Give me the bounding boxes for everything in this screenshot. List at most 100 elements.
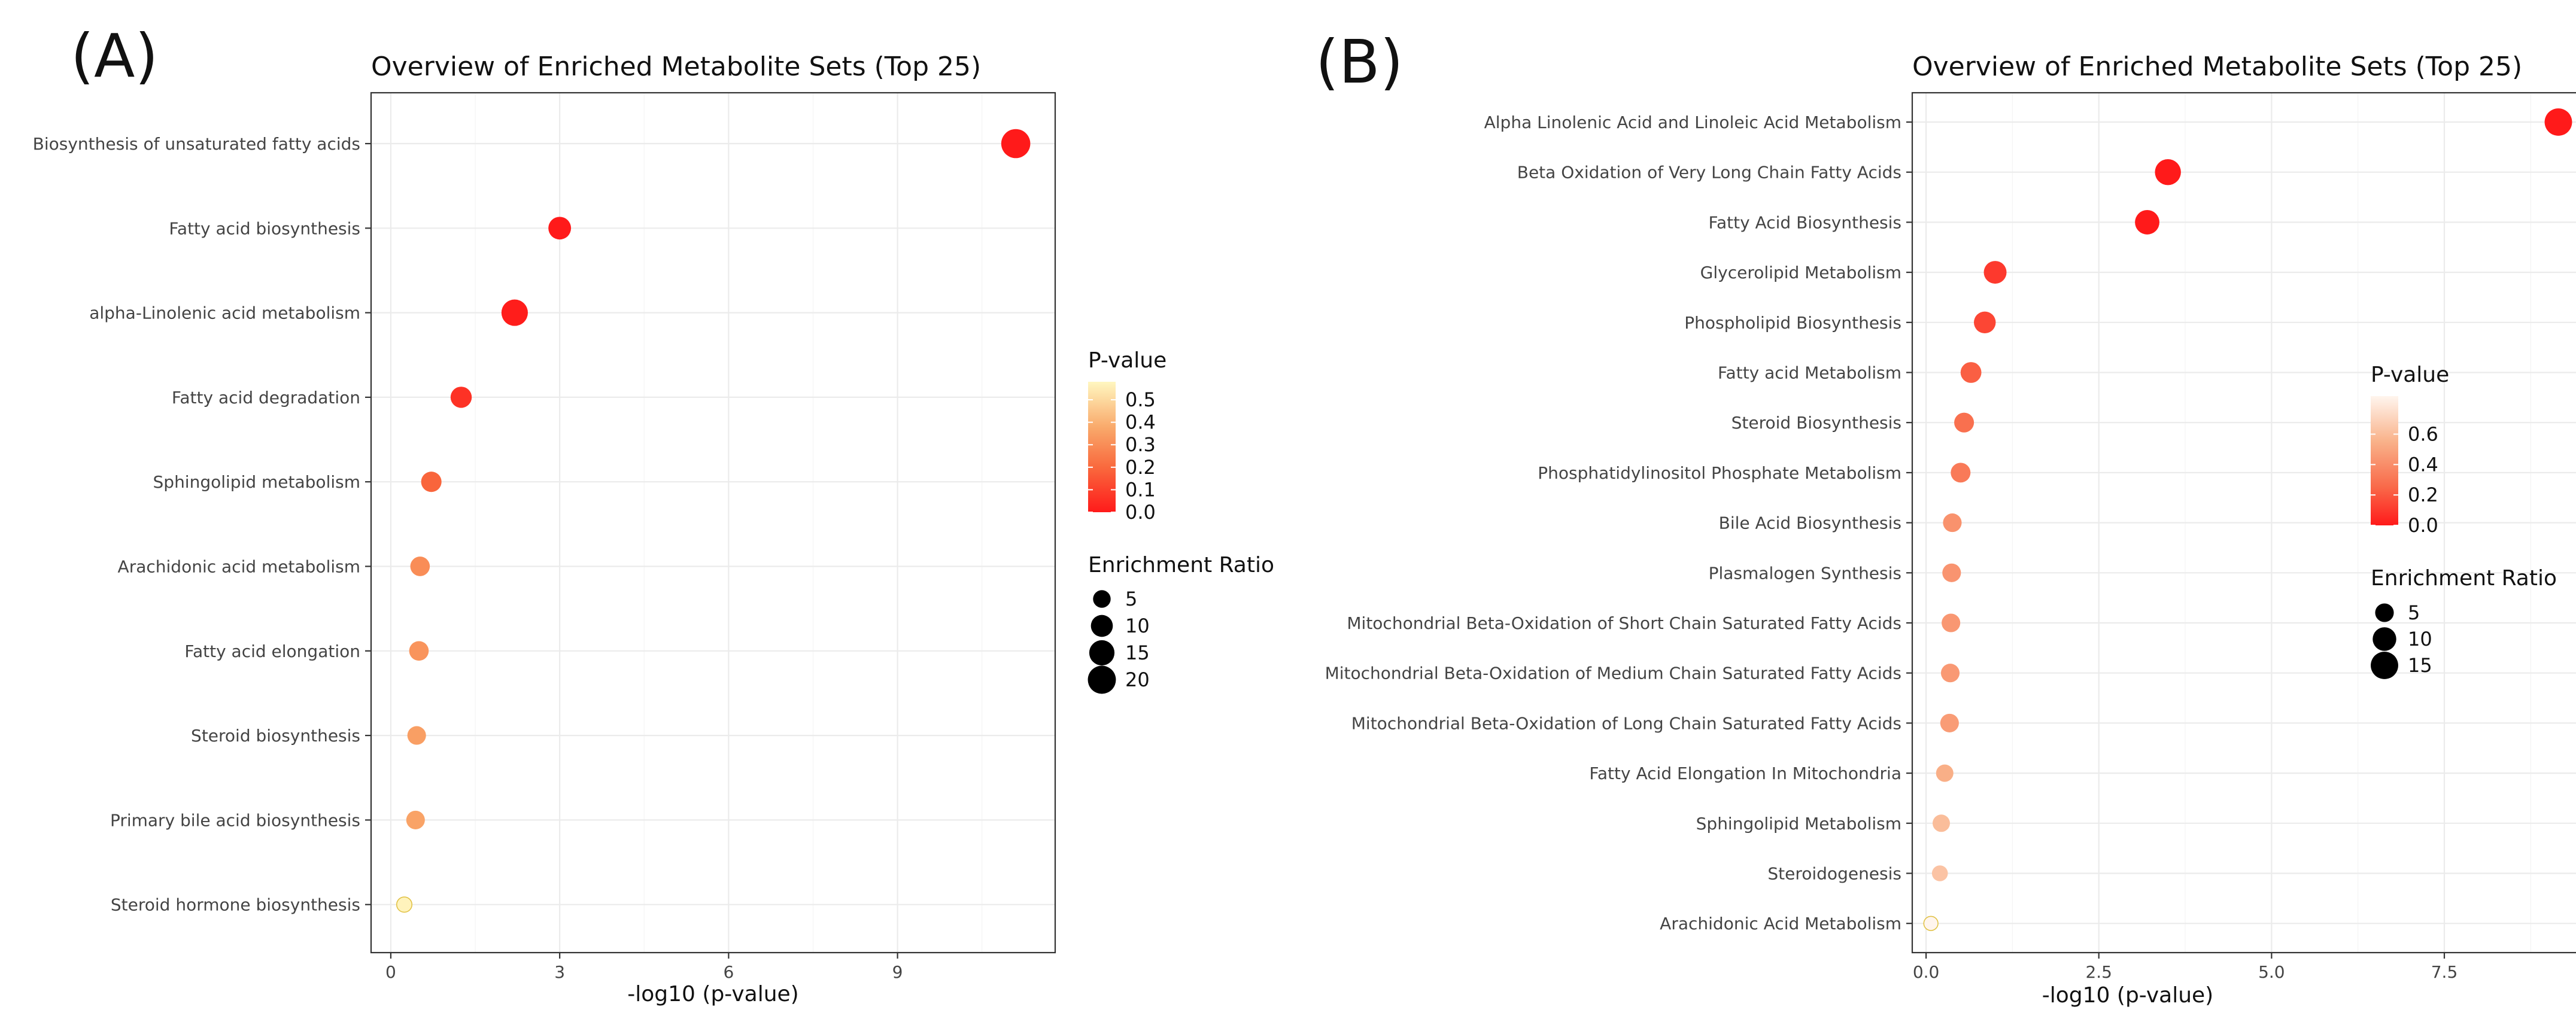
- category-label: Arachidonic acid metabolism: [118, 557, 360, 577]
- panel-a-points: [396, 129, 1031, 913]
- colorbar-tick-label: 0.0: [2408, 514, 2438, 537]
- category-label: Glycerolipid Metabolism: [1700, 263, 1901, 282]
- data-point[interactable]: [1954, 412, 1974, 433]
- panel-b-title: Overview of Enriched Metabolite Sets (To…: [1912, 51, 2522, 82]
- panel-a-colorbar: [1088, 382, 1116, 512]
- category-label: Sphingolipid Metabolism: [1696, 814, 1901, 834]
- size-legend-dot: [1089, 640, 1115, 666]
- data-point[interactable]: [1942, 613, 1961, 632]
- size-legend-label: 15: [2408, 654, 2432, 677]
- data-point[interactable]: [396, 896, 413, 913]
- size-legend-dot: [1093, 590, 1111, 608]
- panel-b-gridlines: [1912, 93, 2576, 953]
- category-label: Fatty acid elongation: [184, 641, 360, 661]
- size-legend-label: 5: [2408, 601, 2420, 624]
- data-point[interactable]: [409, 641, 429, 661]
- category-label: Sphingolipid metabolism: [153, 472, 360, 492]
- panel-b-colorbar-ticks: 0.6 0.4 0.2 0.0: [2371, 423, 2438, 537]
- category-label: Steroid Biosynthesis: [1731, 413, 1901, 433]
- panel-a-color-legend-title: P-value: [1088, 348, 1167, 373]
- x-tick-label: 0: [385, 962, 396, 982]
- category-label: Steroidogenesis: [1767, 864, 1901, 884]
- panel-b-color-legend-title: P-value: [2371, 363, 2449, 387]
- category-label: alpha-Linolenic acid metabolism: [89, 303, 360, 323]
- panel-b-size-legend: 5 10 15: [2371, 601, 2432, 679]
- panel-a-x-ticks: 0 3 6 9: [385, 953, 903, 982]
- x-tick-label: 5.0: [2258, 962, 2285, 982]
- colorbar-tick-label: 0.1: [1125, 478, 1156, 501]
- size-legend-dot: [2373, 627, 2396, 651]
- data-point[interactable]: [1943, 513, 1962, 533]
- category-label: Arachidonic Acid Metabolism: [1660, 914, 1901, 933]
- data-point[interactable]: [410, 556, 430, 576]
- panel-b-legend: P-value 0.6 0.4 0.2 0.0 Enrichment Ratio 5 1…: [2371, 363, 2557, 679]
- data-point[interactable]: [1932, 814, 1950, 832]
- x-tick-label: 6: [723, 962, 734, 982]
- colorbar-tick-label: 0.3: [1125, 433, 1156, 456]
- x-tick-label: 9: [892, 962, 903, 982]
- data-point[interactable]: [1983, 261, 2007, 284]
- category-label: Fatty Acid Elongation In Mitochondria: [1589, 764, 1901, 783]
- category-label: Fatty acid degradation: [172, 388, 360, 407]
- data-point[interactable]: [548, 217, 572, 240]
- data-point[interactable]: [1960, 362, 1982, 383]
- x-tick-label: 2.5: [2085, 962, 2112, 982]
- panel-a-size-legend: 5 10 15 20: [1087, 588, 1150, 694]
- panel-b-category-labels: Alpha Linolenic Acid and Linoleic Acid M…: [1325, 112, 1912, 933]
- data-point[interactable]: [1936, 764, 1954, 782]
- x-tick-label: 3: [554, 962, 565, 982]
- category-label: Alpha Linolenic Acid and Linoleic Acid M…: [1484, 112, 1901, 132]
- size-legend-dot: [1087, 665, 1116, 694]
- panel-a-size-legend-title: Enrichment Ratio: [1088, 553, 1274, 577]
- size-legend-label: 10: [2408, 628, 2432, 650]
- panel-a-title: Overview of Enriched Metabolite Sets (To…: [371, 51, 981, 82]
- category-label: Phospholipid Biosynthesis: [1684, 313, 1901, 333]
- panel-b-label: (B): [1316, 27, 1404, 97]
- size-legend-label: 15: [1125, 641, 1150, 664]
- data-point[interactable]: [1923, 916, 1939, 931]
- data-point[interactable]: [2544, 108, 2572, 136]
- panel-a-colorbar-ticks: 0.50.40.30.20.10.0: [1088, 388, 1156, 524]
- colorbar-tick-label: 0.2: [2408, 483, 2438, 506]
- panel-a-gridlines: [371, 93, 1055, 953]
- x-tick-label: 7.5: [2431, 962, 2458, 982]
- size-legend-dot: [2375, 603, 2394, 622]
- data-point[interactable]: [1940, 713, 1959, 732]
- panel-b: (B) Overview of Enriched Metabolite Sets…: [1316, 27, 2576, 1008]
- x-tick-label: 0.0: [1913, 962, 1940, 982]
- panel-b-plot-frame: [1911, 92, 2576, 954]
- category-label: Steroid hormone biosynthesis: [111, 895, 360, 915]
- data-point[interactable]: [1940, 664, 1960, 683]
- data-point[interactable]: [1942, 563, 1961, 582]
- panel-a-x-axis-label: -log10 (p-value): [627, 982, 798, 1006]
- panel-b-points: [1923, 108, 2572, 931]
- data-point[interactable]: [2155, 159, 2181, 185]
- colorbar-tick-label: 0.6: [2408, 423, 2438, 446]
- data-point[interactable]: [1001, 129, 1031, 159]
- data-point[interactable]: [1973, 311, 1996, 334]
- category-label: Fatty Acid Biosynthesis: [1708, 212, 1901, 232]
- panel-b-x-ticks: 0.0 2.5 5.0 7.5: [1913, 953, 2457, 982]
- data-point[interactable]: [2135, 209, 2159, 235]
- panel-b-x-axis-label: -log10 (p-value): [2042, 983, 2213, 1008]
- data-point[interactable]: [450, 387, 472, 408]
- size-legend-label: 20: [1125, 668, 1150, 691]
- panel-a-label: (A): [71, 21, 158, 91]
- panel-b-colorbar: [2371, 396, 2398, 525]
- panel-b-size-legend-title: Enrichment Ratio: [2371, 566, 2557, 591]
- data-point[interactable]: [1931, 865, 1948, 881]
- colorbar-tick-label: 0.2: [1125, 456, 1156, 479]
- size-legend-dot: [2371, 652, 2398, 679]
- category-label: Bile Acid Biosynthesis: [1719, 513, 1901, 533]
- data-point[interactable]: [501, 299, 528, 326]
- colorbar-tick-label: 0.5: [1125, 388, 1156, 411]
- panel-a-legend: P-value 0.50.40.30.20.10.0 Enrichment Ra…: [1087, 348, 1274, 694]
- data-point[interactable]: [1951, 463, 1971, 483]
- data-point[interactable]: [421, 472, 442, 492]
- data-point[interactable]: [406, 810, 425, 829]
- data-point[interactable]: [407, 726, 426, 745]
- category-label: Fatty acid Metabolism: [1718, 363, 1901, 383]
- category-label: Fatty acid biosynthesis: [169, 218, 360, 238]
- colorbar-tick-label: 0.4: [2408, 453, 2438, 476]
